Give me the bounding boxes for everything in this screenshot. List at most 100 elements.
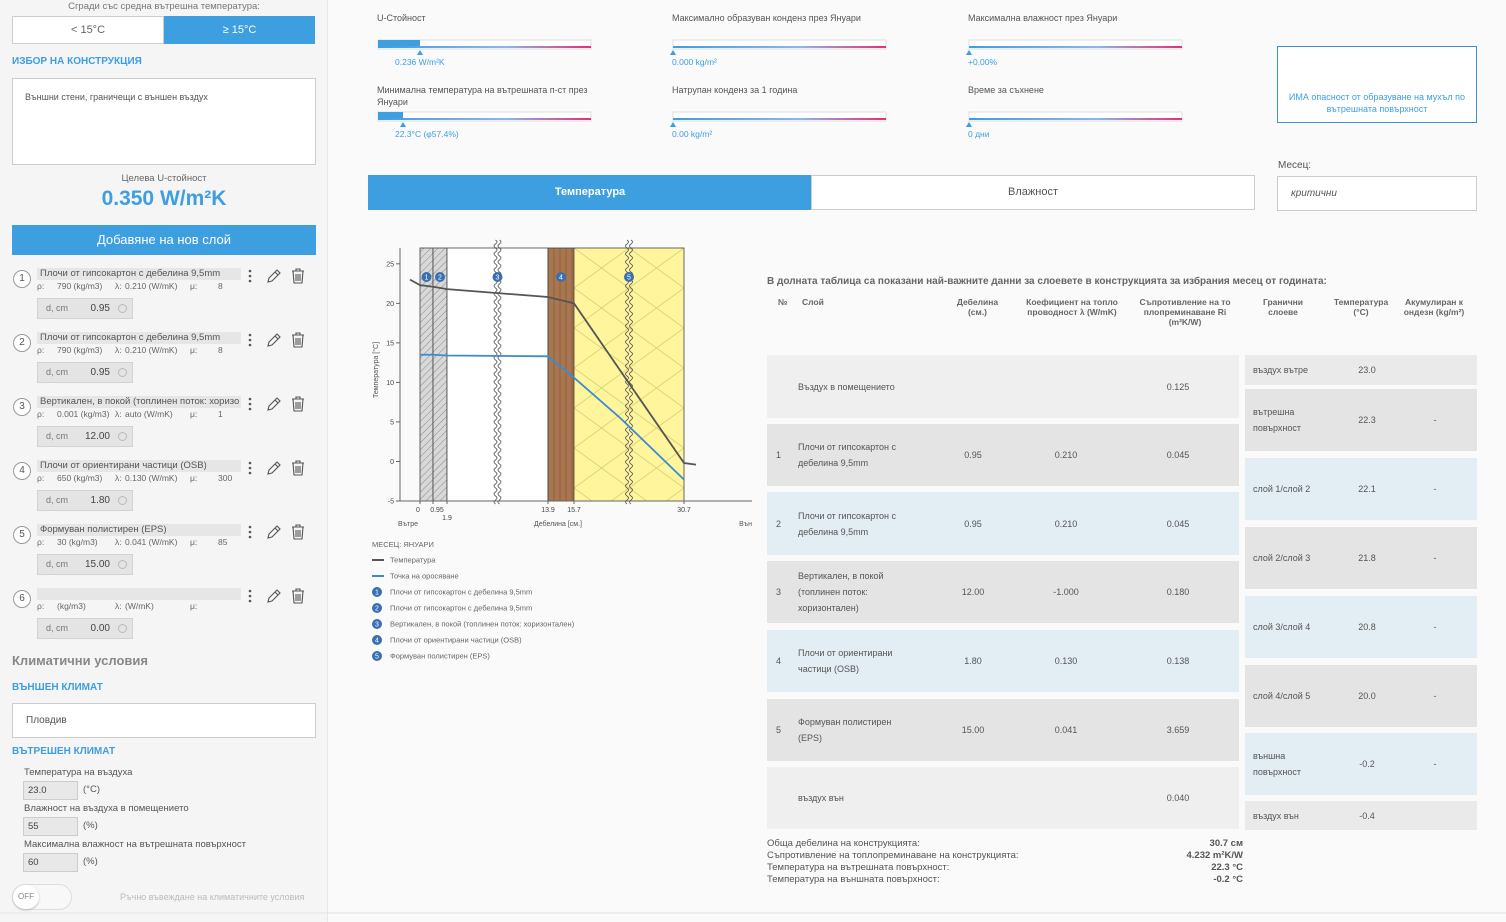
layer-menu[interactable] xyxy=(248,269,252,283)
field-input[interactable]: 55 xyxy=(23,817,78,836)
layer-name[interactable]: Плочи от ориентирани частици (OSB) xyxy=(37,460,241,472)
cell-boundary: слой 4/слой 5 xyxy=(1253,691,1311,701)
thickness-input[interactable]: d, cm 0.95 xyxy=(37,362,133,383)
indicator-label: Максимална влажност през Януари xyxy=(968,13,1118,23)
cell-temperature: 20.8 xyxy=(1358,622,1376,632)
table-header: Дебелина (см.) xyxy=(956,297,999,317)
layer-name[interactable]: Формуван полистирен (EPS) xyxy=(37,524,241,536)
prop-value: 8 xyxy=(218,281,223,291)
table-row: Въздух в помещението 0.125 xyxy=(767,355,1239,418)
cell-resistance: 0.125 xyxy=(1166,381,1190,392)
stepper[interactable] xyxy=(118,496,127,505)
thickness-input[interactable]: d, cm 12.00 xyxy=(37,426,133,447)
layer-menu[interactable] xyxy=(248,461,252,475)
thickness-input[interactable]: d, cm 0.95 xyxy=(37,298,133,319)
layer-menu[interactable] xyxy=(248,397,252,411)
edit-icon[interactable] xyxy=(267,461,281,475)
indicator-label: Натрупан конденз за 1 година xyxy=(672,85,798,95)
prop-value: auto (W/mK) xyxy=(125,409,173,419)
cell-resistance: 0.045 xyxy=(1166,518,1190,529)
delete-icon[interactable] xyxy=(292,396,304,412)
layer-menu[interactable] xyxy=(248,525,252,539)
alert-box: ИМА опасност от образуване на мухъл по в… xyxy=(1277,46,1477,123)
summary-value: 30.7 см xyxy=(1209,838,1243,849)
break-line xyxy=(625,239,629,505)
field-input[interactable]: 23.0 xyxy=(23,781,78,800)
layer-menu[interactable] xyxy=(248,589,252,603)
cell-name: въздух вън xyxy=(798,793,844,803)
edit-icon[interactable] xyxy=(267,589,281,603)
delete-icon[interactable] xyxy=(292,268,304,284)
delete-icon[interactable] xyxy=(292,332,304,348)
prop-value: 0.001 (kg/m3) xyxy=(57,409,110,419)
cell-temperature: 20.0 xyxy=(1358,691,1376,701)
legend-marker xyxy=(372,651,382,661)
delete-icon[interactable] xyxy=(292,588,304,604)
layer-name[interactable]: Плочи от гипсокартон с дебелина 9,5mm xyxy=(37,268,241,280)
cell-resistance: 0.138 xyxy=(1166,656,1190,666)
prop-value: 0.041 (W/mK) xyxy=(125,537,178,547)
layer-number: 2 xyxy=(13,334,31,352)
field-input[interactable]: 60 xyxy=(23,853,78,872)
delete-icon[interactable] xyxy=(292,460,304,476)
indicator-value: +0.00% xyxy=(968,57,998,67)
city-select[interactable]: Пловдив xyxy=(12,703,316,738)
tab[interactable]: Влажност xyxy=(811,175,1255,210)
alert-text: ИМА опасност от образуване на мухъл по в… xyxy=(1288,92,1466,114)
x-start-label: Вътре xyxy=(398,521,418,528)
thickness-input[interactable]: d, cm 0.00 xyxy=(37,618,133,639)
add-layer-button[interactable]: Добавяне на нов слой xyxy=(12,225,316,255)
temp-option[interactable]: ≥ 15°C xyxy=(164,16,315,44)
cell-condensate: - xyxy=(1433,622,1437,632)
boundary-row: слой 3/слой 4 20.8 - xyxy=(1245,596,1477,658)
toggle[interactable]: OFF xyxy=(12,884,72,910)
thickness-input[interactable]: d, cm 15.00 xyxy=(37,554,133,575)
indicator-value: 0.000 kg/m² xyxy=(672,57,717,67)
layer-name[interactable]: Плочи от гипсокартон с дебелина 9,5mm xyxy=(37,332,241,344)
field-unit: (%) xyxy=(83,856,98,867)
summary-label: Съпротивление на топлопреминаване на кон… xyxy=(767,850,1019,861)
table-header: Температура (°C) xyxy=(1333,297,1389,317)
layer-name[interactable] xyxy=(37,588,241,600)
cell-resistance: 0.180 xyxy=(1166,587,1190,597)
layer-number: 6 xyxy=(13,590,31,608)
stepper[interactable] xyxy=(118,560,127,569)
layer-gypsum xyxy=(432,247,448,502)
stepper[interactable] xyxy=(118,624,127,633)
tab[interactable]: Температура xyxy=(368,175,812,210)
cell-name: Плочи от ориентирани частици (OSB) xyxy=(798,648,893,674)
thickness-input[interactable]: d, cm 1.80 xyxy=(37,490,133,511)
cell-temperature: 22.3 xyxy=(1358,415,1376,425)
summary-label: Обща дебелина на конструкцията: xyxy=(767,838,920,849)
legend-label: Плочи от ориентирани частици (OSB) xyxy=(390,636,522,645)
table-row: 1 Плочи от гипсокартон с дебелина 9,5mm 0.… xyxy=(767,424,1239,486)
edit-icon[interactable] xyxy=(267,397,281,411)
cell-lambda: 0.041 xyxy=(1054,725,1078,735)
series-line xyxy=(420,353,685,481)
layer-menu[interactable] xyxy=(248,333,252,347)
stepper[interactable] xyxy=(118,304,127,313)
temp-option[interactable]: < 15°C xyxy=(12,16,164,44)
construction-box[interactable]: Външни стени, граничещи с външен въздух xyxy=(12,78,316,165)
layer-marker xyxy=(556,272,566,282)
edit-icon[interactable] xyxy=(267,333,281,347)
layer-name[interactable]: Вертикален, в покой (топлинен поток: хор… xyxy=(37,396,241,408)
month-select[interactable]: критични xyxy=(1277,176,1477,211)
y-axis-label: Температура [°C] xyxy=(372,342,380,398)
delete-icon[interactable] xyxy=(292,524,304,540)
cell-temperature: -0.2 xyxy=(1359,759,1375,769)
stepper[interactable] xyxy=(118,432,127,441)
field-unit: (°C) xyxy=(83,784,100,795)
y-tick-label: 25 xyxy=(386,261,394,268)
prop-value: 300 xyxy=(218,473,233,483)
legend-label: Температура xyxy=(390,556,436,565)
boundary-row: слой 4/слой 5 20.0 - xyxy=(1245,665,1477,727)
cell-number: 1 xyxy=(776,450,782,460)
section-heading: ВЪТРЕШЕН КЛИМАТ xyxy=(12,746,116,757)
stepper[interactable] xyxy=(118,368,127,377)
layer-eps xyxy=(573,247,685,502)
edit-icon[interactable] xyxy=(267,525,281,539)
legend-marker-number: 5 xyxy=(375,654,379,661)
edit-icon[interactable] xyxy=(267,269,281,283)
